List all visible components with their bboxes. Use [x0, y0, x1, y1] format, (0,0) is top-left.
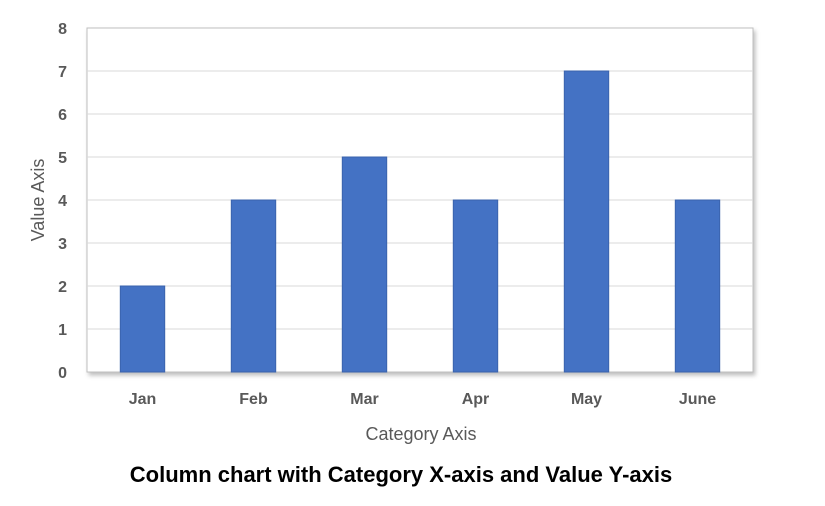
bar-jan — [119, 285, 166, 373]
bars — [119, 70, 721, 373]
y-tick-label: 4 — [58, 193, 67, 210]
y-tick-label: 0 — [58, 365, 67, 382]
y-tick-label: 7 — [58, 64, 67, 81]
x-axis-title: Category Axis — [365, 424, 476, 444]
y-tick-label: 5 — [58, 150, 67, 167]
y-axis-title: Value Axis — [28, 159, 48, 242]
x-tick-label: Jan — [129, 391, 157, 408]
x-tick-label: Mar — [350, 391, 378, 408]
y-axis-ticks: 0 1 2 3 4 5 6 7 8 — [58, 21, 67, 382]
y-tick-label: 3 — [58, 236, 67, 253]
chart-title: Column chart with Category X-axis and Va… — [130, 462, 672, 487]
bar-feb — [230, 199, 277, 373]
bar-apr — [452, 199, 499, 373]
gridlines — [87, 70, 753, 330]
x-tick-label: May — [571, 391, 602, 408]
y-tick-label: 2 — [58, 279, 67, 296]
bar-mar — [341, 156, 388, 373]
y-tick-label: 1 — [58, 322, 67, 339]
x-axis-ticks: Jan Feb Mar Apr May June — [129, 391, 717, 408]
x-tick-label: Apr — [462, 391, 490, 408]
bar-june — [674, 199, 721, 373]
x-tick-label: Feb — [239, 391, 268, 408]
y-tick-label: 6 — [58, 107, 67, 124]
bar-may — [563, 70, 610, 373]
x-tick-label: June — [679, 391, 716, 408]
y-tick-label: 8 — [58, 21, 67, 38]
